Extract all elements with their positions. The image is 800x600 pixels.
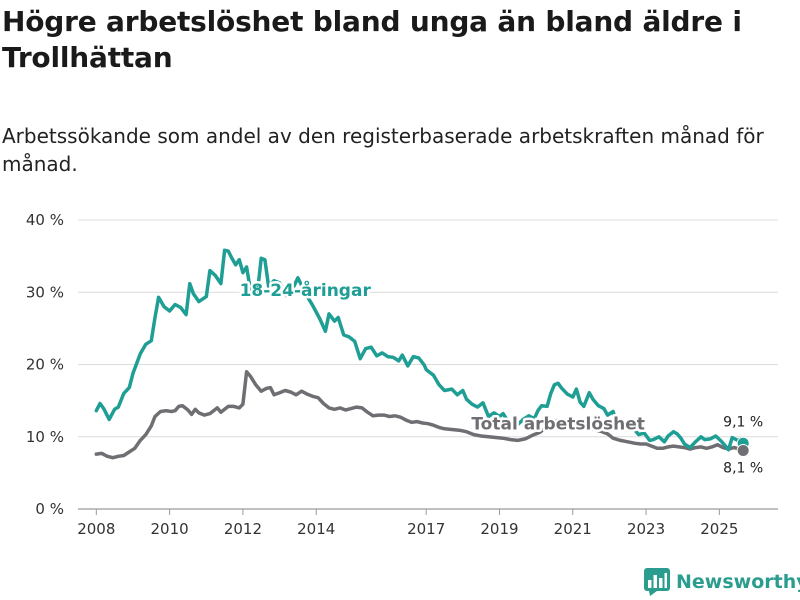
series-annotation-label: 18-24-åringar [240, 279, 372, 301]
series-end-label: 9,1 % [723, 414, 763, 430]
y-tick-label: 0 % [35, 500, 64, 518]
series-line-total [94, 369, 745, 460]
x-tick-label: 2023 [627, 520, 665, 538]
newsworthy-logo: Newsworthy [644, 568, 800, 596]
series-annotation-label: Total arbetslöshet [471, 415, 645, 435]
x-tick-label: 2012 [224, 520, 262, 538]
series-end-label: 8,1 % [723, 460, 763, 476]
series-end-marker [736, 443, 750, 457]
chart-subtitle: Arbetssökande som andel av den registerb… [2, 124, 764, 176]
x-tick-label: 2021 [554, 520, 592, 538]
x-tick-label: 2014 [297, 520, 335, 538]
x-tick-label: 2019 [480, 520, 518, 538]
y-tick-label: 30 % [26, 283, 64, 301]
y-tick-label: 40 % [26, 211, 64, 229]
x-tick-label: 2008 [77, 520, 115, 538]
x-tick-label: 2017 [407, 520, 445, 538]
series-line-youth [94, 248, 745, 452]
x-tick-label: 2010 [151, 520, 189, 538]
y-tick-label: 10 % [26, 428, 64, 446]
chart-title: Högre arbetslöshet bland unga än bland ä… [2, 5, 742, 74]
x-tick-label: 2025 [700, 520, 738, 538]
y-tick-label: 20 % [26, 356, 64, 374]
newsworthy-logo-text: Newsworthy [676, 571, 800, 593]
newsworthy-logo-icon [644, 568, 670, 596]
